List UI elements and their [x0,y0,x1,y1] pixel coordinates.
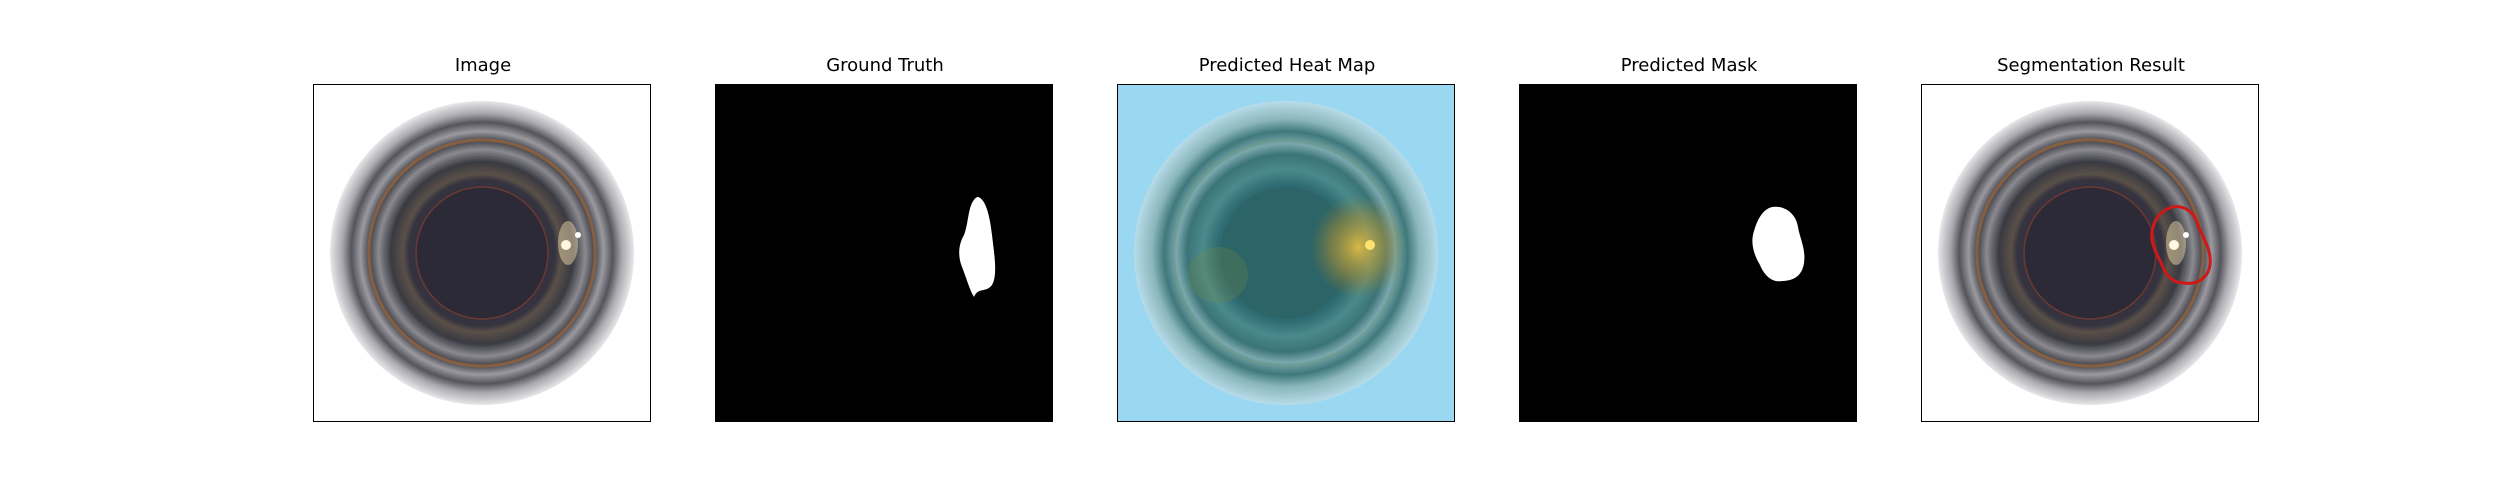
panel-title: Ground Truth [826,55,944,76]
predicted-defect-region [1752,206,1805,282]
image-frame [313,84,651,422]
heat-map-frame [1117,84,1455,422]
panel-title: Segmentation Result [1997,55,2185,76]
bottle-image [314,85,650,421]
segmentation-frame [1921,84,2259,422]
ground-truth-frame [715,84,1053,422]
panel-title: Predicted Mask [1620,55,1758,76]
segmentation-contour [2150,205,2212,285]
panel-title: Image [454,55,512,76]
predicted-mask-frame [1519,84,1857,422]
segmentation-overlay [1922,85,2258,421]
panel-title: Predicted Heat Map [1198,55,1376,76]
predicted-mask [1520,85,1856,421]
ground-truth-defect-region [959,197,996,297]
heat-map-overlay [1118,85,1454,421]
ground-truth-mask [716,85,1052,421]
